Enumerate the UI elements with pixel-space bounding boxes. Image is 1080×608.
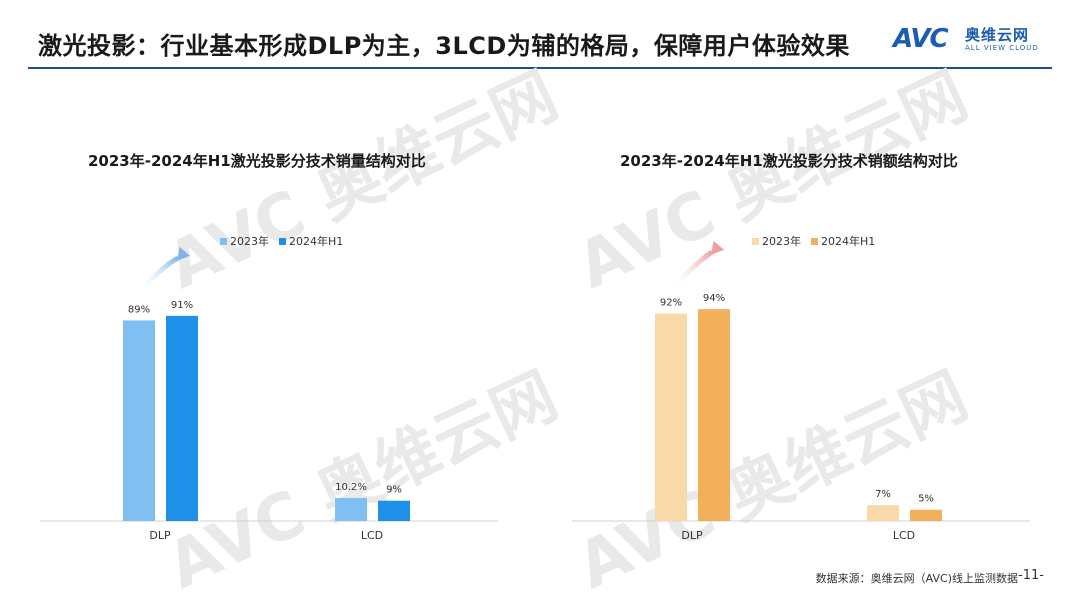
bar-lcd-2023 [335,498,367,521]
trend-arrow-icon [670,240,725,292]
bar-lcd-2024h1 [910,509,942,521]
chart-title-volume: 2023年-2024年H1激光投影分技术销量结构对比 [88,152,426,170]
legend-label-2023: 2023年 [762,235,801,248]
data-label: 10.2% [335,482,367,493]
data-label: 89% [128,304,150,315]
legend-label-2023: 2023年 [230,235,269,248]
bar-lcd-2023 [867,505,899,521]
logo-cn-text: 奥维云网 [965,26,1030,44]
bar-lcd-2024h1 [378,500,410,521]
legend-volume: 2023年 2024年H1 [220,233,343,249]
legend-label-2024h1: 2024年H1 [821,235,876,248]
legend-revenue: 2023年 2024年H1 [752,233,875,249]
data-label: 94% [703,293,725,304]
legend-swatch-2023 [220,237,227,245]
title-divider [28,67,1052,69]
legend-swatch-2023 [752,237,759,245]
legend-swatch-2024h1 [279,237,286,245]
logo-en-text: ALL VIEW CLOUD [965,44,1039,52]
avc-logo: AVC 奥维云网 ALL VIEW CLOUD [893,20,1053,60]
x-tick-label: DLP [681,529,703,542]
legend-item-2023: 2023年 [752,233,801,249]
x-tick-label: LCD [893,529,915,542]
x-tick-label: LCD [361,529,383,542]
data-label: 91% [171,300,193,311]
bar-dlp-2024h1 [166,315,198,521]
data-label: 9% [386,485,402,496]
page-number: -11- [1018,568,1044,583]
data-label: 5% [918,494,934,505]
chart-title-revenue: 2023年-2024年H1激光投影分技术销额结构对比 [620,152,958,170]
logo-mark: AVC [893,24,949,54]
bar-dlp-2024h1 [698,309,730,521]
trend-arrow-icon [138,246,191,294]
legend-item-2024h1: 2024年H1 [279,233,343,249]
data-source-note: 数据来源：奥维云网（AVC)线上监测数据 [815,572,1018,585]
page-title: 激光投影：行业基本形成DLP为主，3LCD为辅的格局，保障用户体验效果 [38,32,850,60]
legend-swatch-2024h1 [811,237,818,245]
legend-item-2023: 2023年 [220,233,269,249]
data-label: 92% [660,298,682,309]
x-tick-label: DLP [149,529,171,542]
data-label: 7% [875,489,891,500]
bar-dlp-2023 [123,320,155,521]
legend-item-2024h1: 2024年H1 [811,233,875,249]
bar-dlp-2023 [655,313,687,521]
legend-label-2024h1: 2024年H1 [289,235,344,248]
